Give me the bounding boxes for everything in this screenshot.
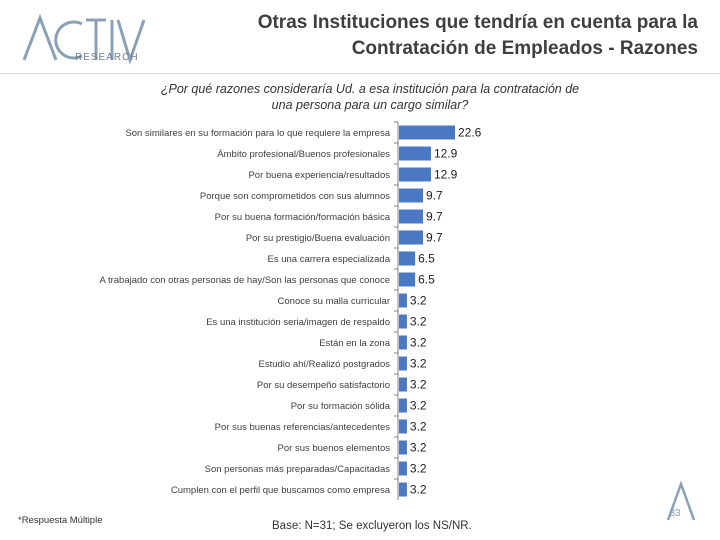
bar	[399, 293, 407, 308]
bar	[399, 440, 407, 455]
value-label: 9.7	[426, 231, 443, 245]
header-divider	[0, 73, 720, 74]
value-label: 22.6	[458, 126, 482, 140]
bar	[399, 356, 407, 371]
category-label: Por su formación sólida	[291, 401, 391, 412]
value-label: 3.2	[410, 336, 427, 350]
value-label: 3.2	[410, 357, 427, 371]
value-label: 9.7	[426, 210, 443, 224]
logo-text: RESEARCH	[75, 52, 139, 63]
value-label: 3.2	[410, 483, 427, 497]
value-label: 3.2	[410, 462, 427, 476]
value-label: 3.2	[410, 441, 427, 455]
category-label: Están en la zona	[319, 338, 390, 349]
bar	[399, 377, 407, 392]
category-label: Por sus buenas referencias/antecedentes	[215, 422, 391, 433]
category-label: Es una carrera especializada	[267, 254, 390, 265]
value-label: 3.2	[410, 315, 427, 329]
category-label: Porque son comprometidos con sus alumnos	[200, 191, 390, 202]
category-label: Es una institución seria/imagen de respa…	[206, 317, 390, 328]
category-label: Por sus buenos elementos	[278, 443, 391, 454]
category-label: Por su prestigio/Buena evaluación	[246, 233, 390, 244]
category-label: Cumplen con el perfil que buscamos como …	[171, 485, 391, 496]
bar	[399, 230, 424, 245]
category-label: Son similares en su formación para lo qu…	[125, 128, 390, 139]
category-label: Por su buena formación/formación básica	[215, 212, 391, 223]
bar	[399, 419, 407, 434]
category-label: A trabajado con otras personas de hay/So…	[100, 275, 390, 286]
bar	[399, 209, 424, 224]
category-label: Son personas más preparadas/Capacitadas	[205, 464, 391, 475]
bar	[399, 482, 407, 497]
value-label: 3.2	[410, 378, 427, 392]
value-label: 6.5	[418, 252, 435, 266]
bar	[399, 125, 455, 140]
value-label: 3.2	[410, 294, 427, 308]
value-label: 9.7	[426, 189, 443, 203]
bar	[399, 251, 416, 266]
title-line-1: Otras Instituciones que tendría en cuent…	[257, 12, 698, 33]
page-number: 33	[669, 508, 681, 519]
category-label: Ámbito profesional/Buenos profesionales	[217, 149, 390, 160]
base-note: Base: N=31; Se excluyeron los NS/NR.	[272, 520, 472, 532]
bar	[399, 314, 407, 329]
value-label: 12.9	[434, 168, 458, 182]
bar	[399, 398, 407, 413]
page-logo-icon	[666, 480, 696, 521]
category-label: Por buena experiencia/resultados	[248, 170, 390, 181]
category-label: Conoce su malla curricular	[278, 296, 390, 307]
bar	[399, 461, 407, 476]
bar	[399, 272, 416, 287]
page-title: Otras Instituciones que tendría en cuent…	[178, 10, 698, 62]
bar-chart: Son similares en su formación para lo qu…	[100, 121, 482, 500]
survey-question: ¿Por qué razones consideraría Ud. a esa …	[130, 81, 610, 113]
question-line-1: ¿Por qué razones consideraría Ud. a esa …	[160, 82, 580, 96]
question-line-2: una persona para un cargo similar?	[271, 98, 469, 112]
category-label: Estudio ahí/Realizó postgrados	[259, 359, 391, 370]
value-label: 6.5	[418, 273, 435, 287]
category-label: Por su desempeño satisfactorio	[257, 380, 390, 391]
value-label: 12.9	[434, 147, 458, 161]
activa-logo	[22, 13, 146, 65]
bar	[399, 167, 431, 182]
bar	[399, 335, 407, 350]
bar	[399, 188, 424, 203]
bar	[399, 146, 431, 161]
title-line-2: Contratación de Empleados - Razones	[351, 38, 698, 59]
footnote: *Respuesta Múltiple	[18, 515, 103, 526]
value-label: 3.2	[410, 399, 427, 413]
value-label: 3.2	[410, 420, 427, 434]
